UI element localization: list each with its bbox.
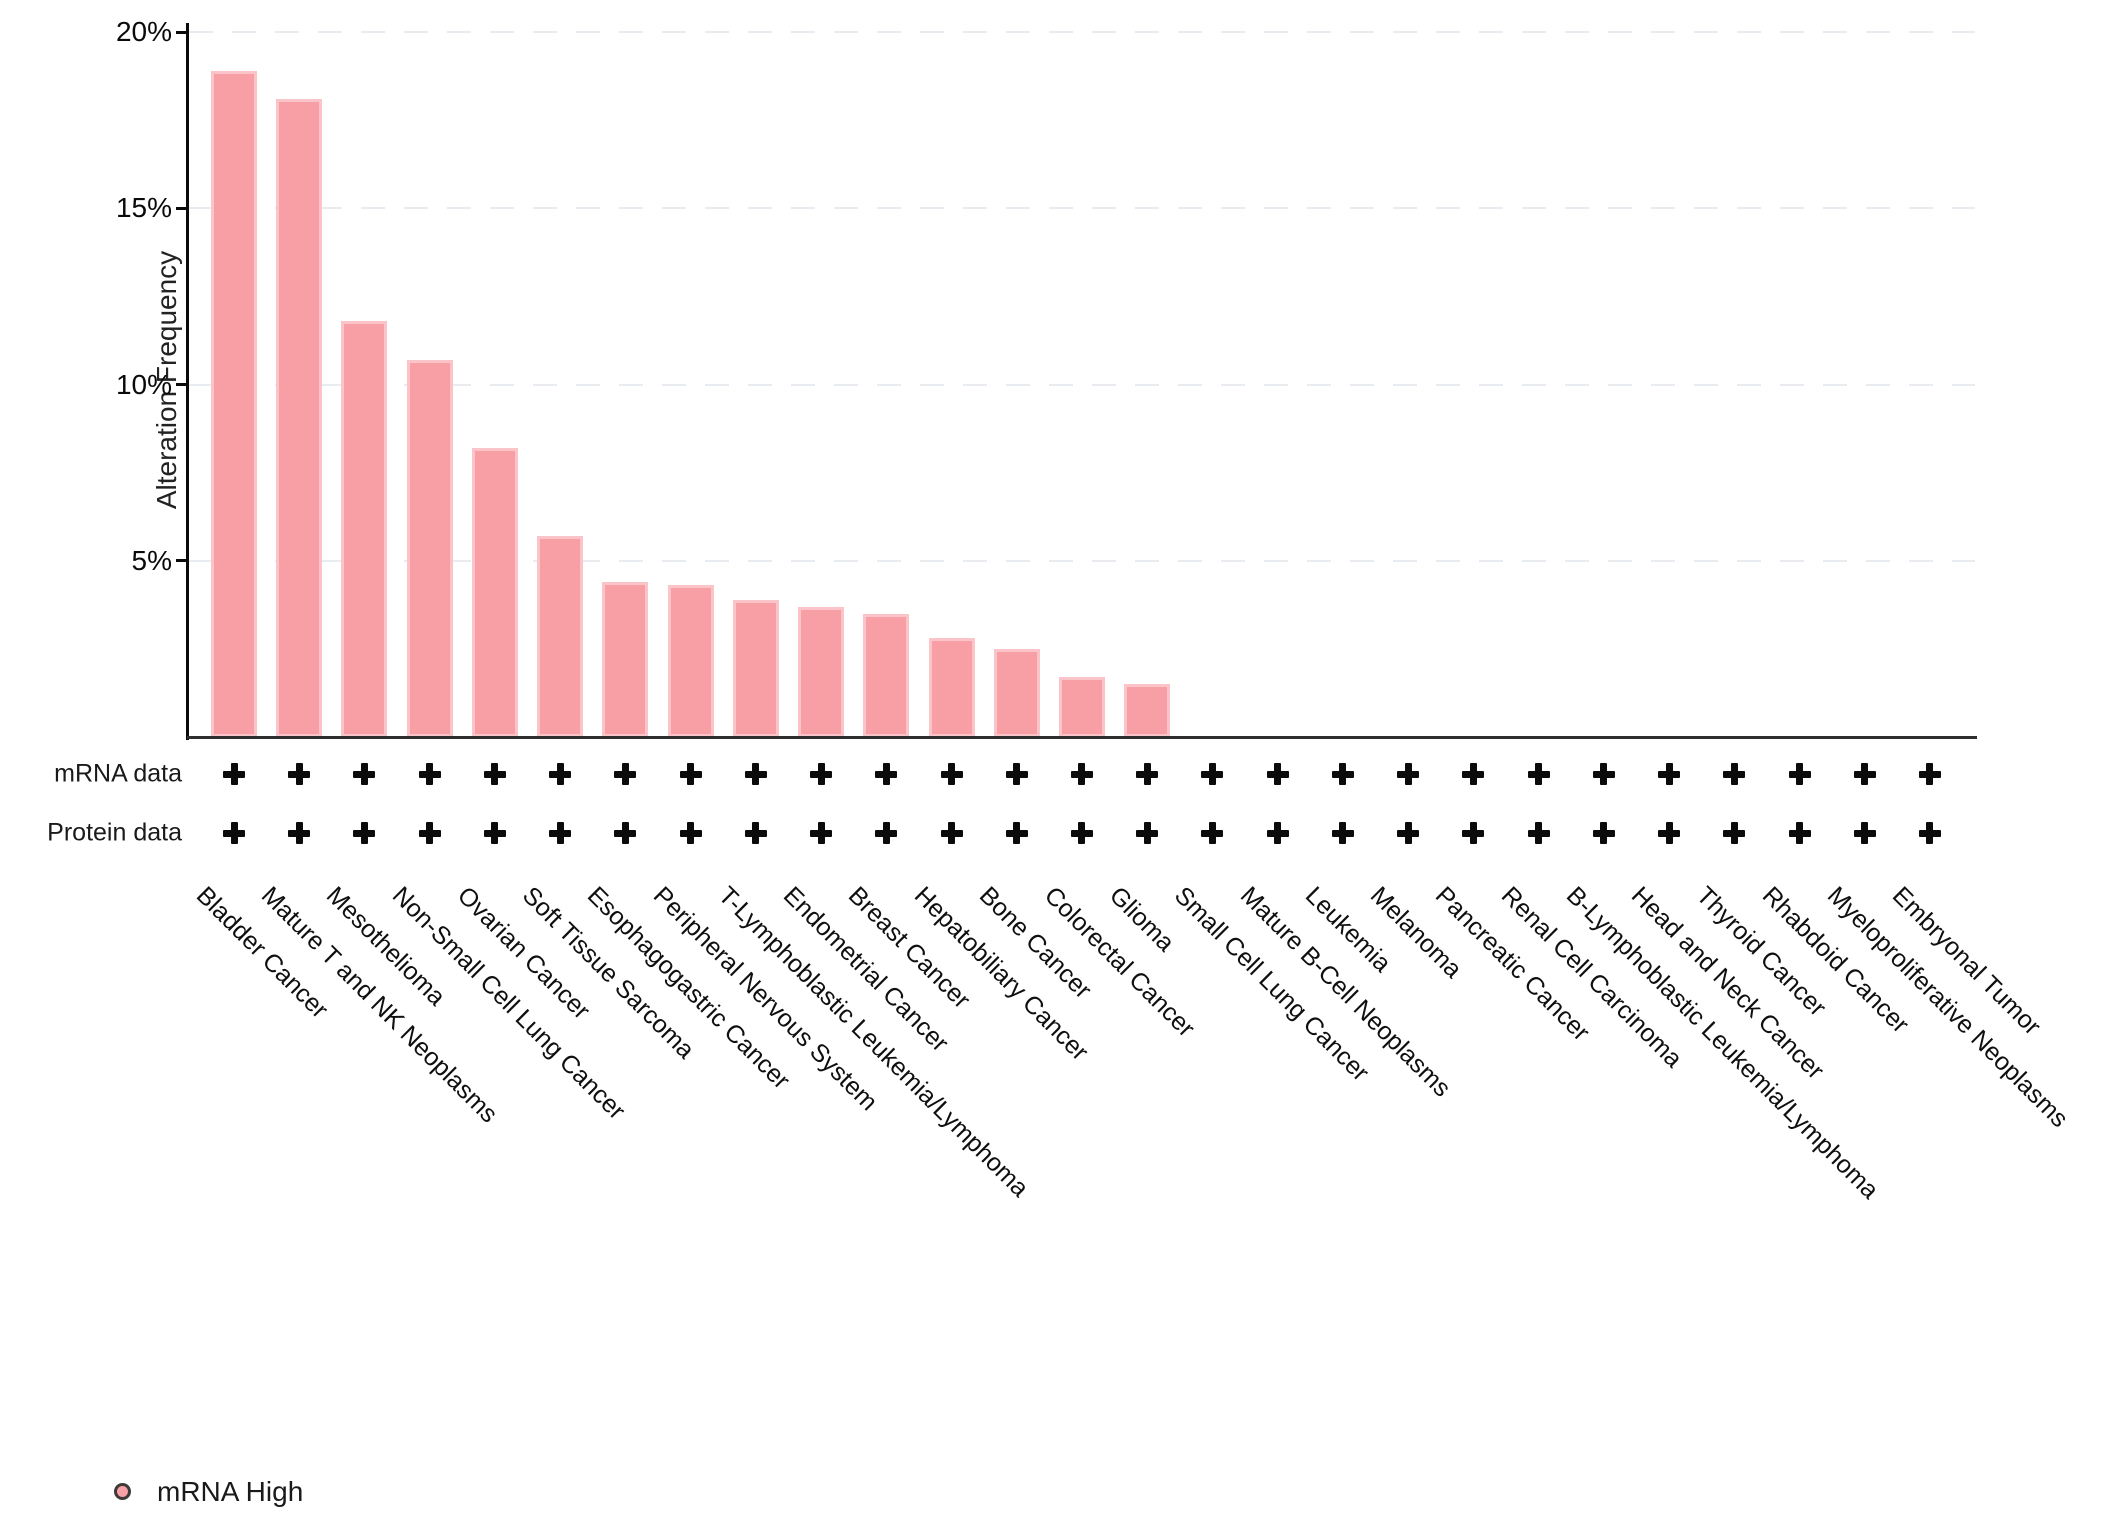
bar-hepatobiliary-cancer[interactable] (928, 638, 975, 737)
bar-bladder-cancer[interactable] (211, 70, 257, 737)
protein-data-plus-icon (940, 822, 963, 844)
mrna-data-plus-icon (418, 763, 441, 785)
protein-data-plus-icon (1527, 822, 1550, 844)
protein-data-plus-icon (1658, 822, 1681, 844)
protein-data-track-label: Protein data (47, 818, 182, 847)
protein-data-plus-icon (679, 822, 702, 844)
mrna-data-plus-icon (940, 763, 963, 785)
y-tick-mark (176, 559, 187, 563)
mrna-data-plus-icon (614, 763, 637, 785)
protein-data-plus-icon (549, 822, 572, 844)
bar-endometrial-cancer[interactable] (798, 606, 845, 737)
protein-data-plus-icon (483, 822, 506, 844)
protein-data-plus-icon (1266, 822, 1289, 844)
mrna-data-plus-icon (1658, 763, 1681, 785)
protein-data-plus-icon (288, 822, 311, 844)
mrna-data-plus-icon (1397, 763, 1420, 785)
protein-data-plus-icon (1005, 822, 1028, 844)
mrna-data-plus-icon (483, 763, 506, 785)
protein-data-plus-icon (1788, 822, 1811, 844)
mrna-data-plus-icon (1527, 763, 1550, 785)
mrna-data-plus-icon (875, 763, 898, 785)
mrna-data-plus-icon (1201, 763, 1224, 785)
legend-label: mRNA High (157, 1476, 304, 1507)
protein-data-plus-icon (353, 822, 376, 844)
mrna-data-plus-icon (353, 763, 376, 785)
protein-data-plus-icon (1918, 822, 1941, 844)
bar-colorectal-cancer[interactable] (1058, 677, 1105, 737)
mrna-data-plus-icon (1266, 763, 1289, 785)
mrna-data-plus-icon (1136, 763, 1159, 785)
gridline-5pct (189, 559, 1975, 562)
mrna-data-plus-icon (1723, 763, 1746, 785)
x-axis-baseline (187, 736, 1977, 739)
mrna-data-plus-icon (1331, 763, 1354, 785)
mrna-data-plus-icon (1788, 763, 1811, 785)
bar-ovarian-cancer[interactable] (471, 447, 518, 737)
protein-data-plus-icon (1136, 822, 1159, 844)
y-tick-label: 20% (115, 16, 172, 47)
protein-data-plus-icon (1070, 822, 1093, 844)
mrna-data-plus-icon (810, 763, 833, 785)
bar-bone-cancer[interactable] (993, 648, 1040, 737)
mrna-data-plus-icon (1005, 763, 1028, 785)
mrna-data-plus-icon (1462, 763, 1485, 785)
protein-data-plus-icon (614, 822, 637, 844)
mrna-data-plus-icon (288, 763, 311, 785)
mrna-data-plus-icon (1918, 763, 1941, 785)
y-tick-label: 10% (115, 368, 172, 400)
x-axis-label-myeloproliferative-neoplasms[interactable]: Myeloproliferative Neoplasms (1821, 881, 2074, 1133)
bar-t-lymphoblastic-leukemia-lymphoma[interactable] (732, 599, 779, 737)
y-tick-mark (176, 30, 187, 34)
protein-data-plus-icon (810, 822, 833, 844)
bar-glioma[interactable] (1124, 684, 1171, 737)
protein-data-plus-icon (1331, 822, 1354, 844)
protein-data-plus-icon (418, 822, 441, 844)
protein-data-plus-icon (744, 822, 767, 844)
protein-data-plus-icon (875, 822, 898, 844)
y-tick-mark (176, 206, 187, 210)
bar-mature-t-and-nk-neoplasms[interactable] (276, 98, 323, 737)
protein-data-plus-icon (223, 822, 245, 844)
mrna-data-track-label: mRNA data (54, 759, 182, 788)
protein-data-plus-icon (1397, 822, 1420, 844)
gridline-15pct (189, 207, 1975, 210)
mrna-data-plus-icon (679, 763, 702, 785)
bar-non-small-cell-lung-cancer[interactable] (406, 359, 453, 737)
protein-data-plus-icon (1723, 822, 1746, 844)
gridline-10pct (189, 383, 1975, 386)
mrna-data-plus-icon (1070, 763, 1093, 785)
bar-esophagogastric-cancer[interactable] (602, 581, 649, 737)
bar-breast-cancer[interactable] (863, 613, 910, 737)
y-tick-label: 15% (115, 192, 172, 224)
bar-mesothelioma[interactable] (341, 321, 388, 737)
y-tick-mark (176, 383, 187, 386)
protein-data-plus-icon (1201, 822, 1224, 844)
protein-data-plus-icon (1462, 822, 1485, 844)
mrna-data-plus-icon (549, 763, 572, 785)
mrna-high-marker-icon (114, 1483, 131, 1500)
gridline-20pct (189, 31, 1975, 33)
mrna-data-plus-icon (1592, 763, 1615, 785)
bar-soft-tissue-sarcoma[interactable] (537, 536, 584, 737)
protein-data-plus-icon (1592, 822, 1615, 844)
mrna-data-plus-icon (223, 763, 245, 785)
y-axis-line (186, 23, 189, 740)
protein-data-plus-icon (1853, 822, 1876, 844)
y-tick-label: 5% (131, 544, 172, 576)
mrna-data-plus-icon (1853, 763, 1876, 785)
mrna-data-plus-icon (744, 763, 767, 785)
bar-peripheral-nervous-system[interactable] (667, 585, 714, 737)
